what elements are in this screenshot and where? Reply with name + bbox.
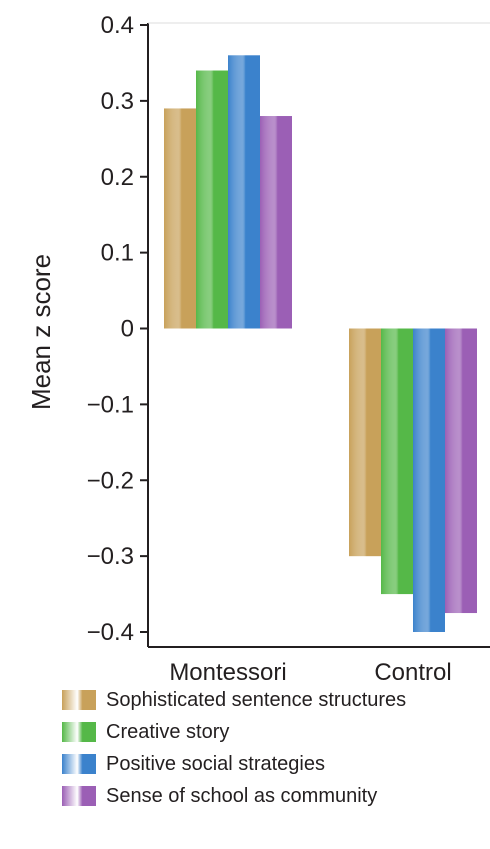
y-tick-label: 0.4 [101, 12, 134, 39]
legend-swatch [62, 754, 96, 774]
legend-label: Sophisticated sentence structures [106, 688, 407, 711]
bar-highlight [228, 55, 260, 329]
y-tick-label: −0.4 [87, 619, 134, 646]
bar-highlight [381, 328, 413, 595]
bar-highlight [445, 328, 477, 614]
legend-label: Positive social strategies [106, 752, 325, 775]
y-tick-label: −0.3 [87, 543, 134, 570]
bar-highlight [413, 328, 445, 632]
legend-label: Creative story [106, 720, 230, 743]
y-tick-label: 0.2 [101, 164, 134, 191]
chart-legend: Sophisticated sentence structures Creativ… [62, 684, 406, 812]
x-category-label: Control [374, 659, 451, 686]
y-tick-label: 0.1 [101, 240, 134, 267]
legend-label: Sense of school as community [106, 784, 378, 807]
legend-swatch [62, 786, 96, 806]
legend-item: Positive social strategies [62, 748, 406, 780]
y-tick-label: 0 [121, 316, 134, 343]
y-tick-label: −0.2 [87, 467, 134, 494]
y-axis-title: Mean z score [26, 254, 56, 410]
x-category-label: Montessori [169, 659, 286, 686]
bar-highlight [260, 116, 292, 329]
legend-item: Sophisticated sentence structures [62, 684, 406, 716]
y-tick-label: 0.3 [101, 88, 134, 115]
legend-swatch [62, 690, 96, 710]
legend-swatch [62, 722, 96, 742]
bar-highlight [196, 70, 228, 329]
chart-bars [164, 55, 477, 632]
chart-categories: Montessori Control [169, 659, 451, 686]
legend-item: Sense of school as community [62, 780, 406, 812]
y-tick-label: −0.1 [87, 391, 134, 418]
bar-highlight [164, 108, 196, 329]
chart-ticks: 0.4 0.3 0.2 0.1 0 −0.1 −0.2 −0.3 −0.4 [87, 12, 148, 646]
chart-axes [147, 22, 490, 648]
legend-item: Creative story [62, 716, 406, 748]
bar-highlight [349, 328, 381, 557]
